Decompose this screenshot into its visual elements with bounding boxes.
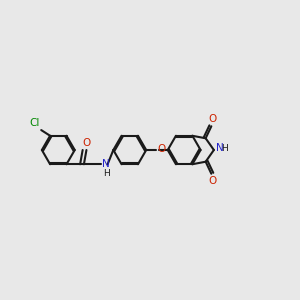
Text: O: O: [208, 114, 217, 124]
Text: O: O: [157, 144, 165, 154]
Text: N: N: [102, 159, 110, 169]
Text: O: O: [82, 138, 91, 148]
Text: Cl: Cl: [30, 118, 40, 128]
Text: N: N: [216, 143, 224, 153]
Text: O: O: [208, 176, 217, 186]
Text: H: H: [103, 169, 110, 178]
Text: H: H: [221, 144, 228, 153]
